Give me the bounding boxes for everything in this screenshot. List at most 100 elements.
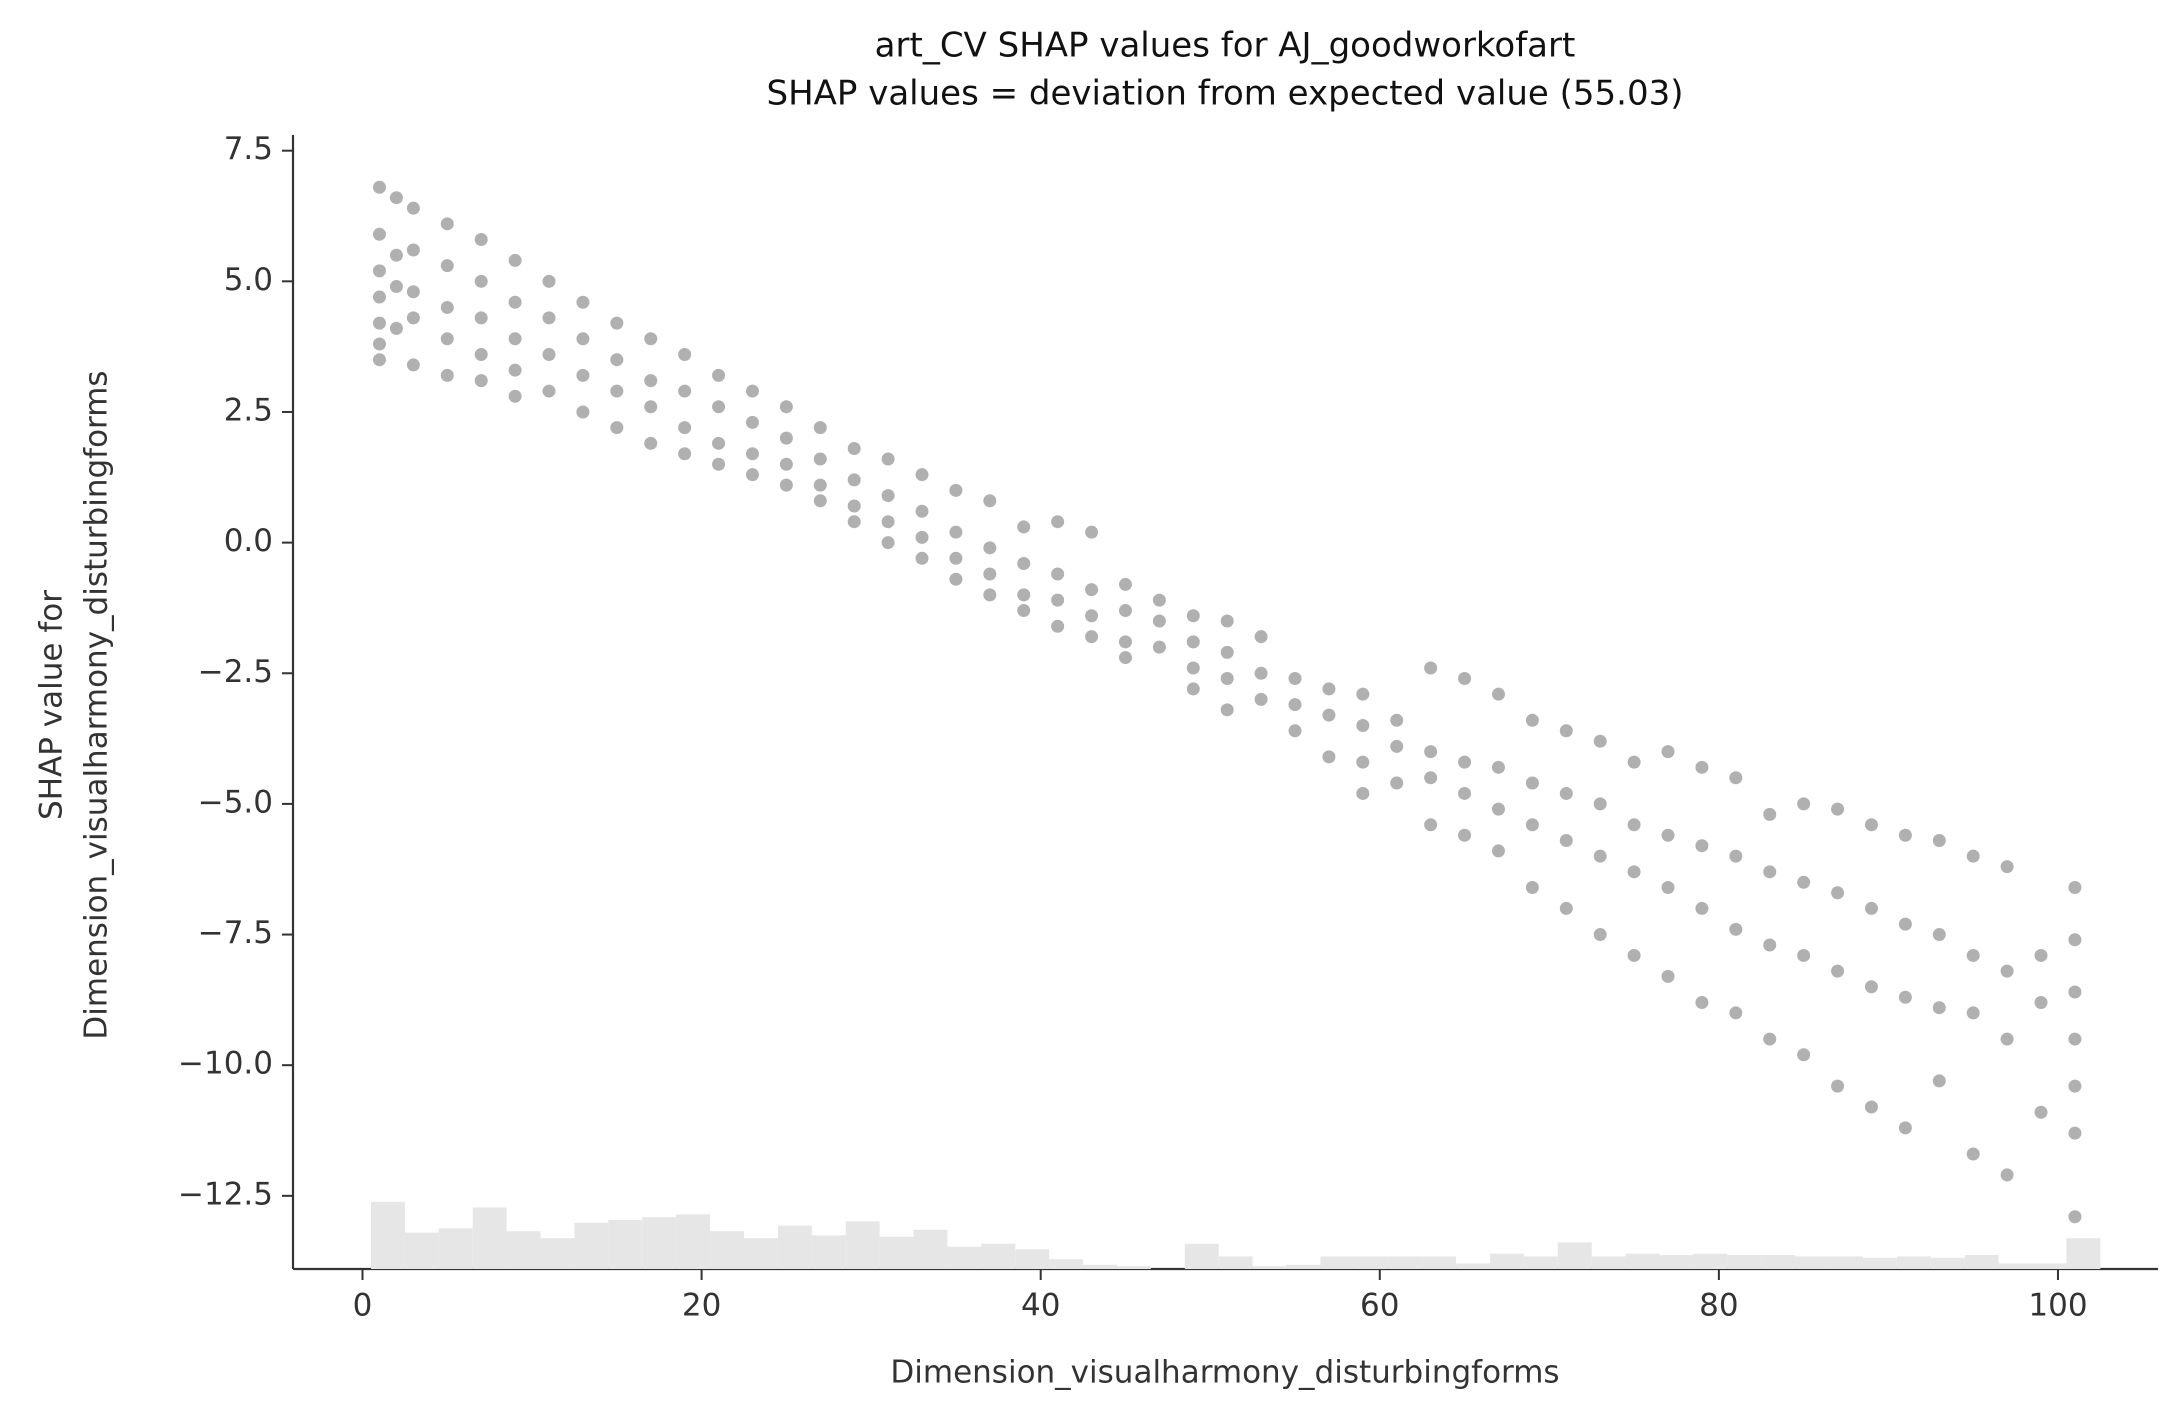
data-point [2068, 881, 2082, 895]
data-point [1661, 828, 1675, 842]
histogram-bar [1354, 1256, 1389, 1269]
data-point [712, 368, 726, 382]
data-point [1661, 745, 1675, 759]
data-point [474, 374, 488, 388]
data-point [1356, 687, 1370, 701]
data-point [576, 405, 590, 419]
data-point [983, 588, 997, 602]
histogram-bar [1829, 1256, 1863, 1269]
histogram-bar [1049, 1259, 1084, 1269]
data-point [1220, 703, 1234, 717]
y-axis-label-line: SHAP value for [34, 590, 70, 820]
data-point [813, 421, 827, 435]
histogram-bar [1286, 1264, 1321, 1269]
data-point [389, 321, 403, 335]
histogram-bar [1659, 1255, 1694, 1269]
data-point [372, 227, 386, 241]
data-point [644, 436, 658, 450]
histogram-bar [676, 1214, 711, 1269]
histogram-bar [1184, 1243, 1219, 1269]
data-point [1390, 776, 1404, 790]
data-point [406, 201, 420, 215]
histogram-bar [540, 1238, 575, 1269]
data-point [1424, 745, 1438, 759]
data-point [1729, 1006, 1743, 1020]
histogram-bar [1456, 1263, 1490, 1269]
data-point [915, 504, 929, 518]
data-point [745, 384, 759, 398]
data-point [1627, 948, 1641, 962]
histogram-bar [1422, 1256, 1457, 1269]
data-point [1593, 797, 1607, 811]
data-point [1458, 755, 1472, 769]
data-point [576, 295, 590, 309]
data-point [1729, 771, 1743, 785]
data-point [779, 457, 793, 471]
data-point [813, 494, 827, 508]
histogram-bar [1727, 1255, 1762, 1269]
data-point [389, 280, 403, 294]
data-point [1085, 630, 1099, 644]
x-tick-label: 100 [2028, 1288, 2087, 1324]
data-point [2068, 1126, 2082, 1140]
y-tick-label: 7.5 [224, 131, 273, 167]
data-point [644, 332, 658, 346]
data-point [406, 285, 420, 299]
data-point [1491, 760, 1505, 774]
histogram-bar [1388, 1256, 1423, 1269]
data-point [1288, 698, 1302, 712]
data-point [1322, 750, 1336, 764]
histogram-bar [879, 1236, 914, 1269]
data-point [1559, 786, 1573, 800]
data-point [881, 536, 895, 550]
data-point [1864, 818, 1878, 832]
histogram-bar [1964, 1255, 1999, 1269]
histogram-bar [2032, 1263, 2067, 1269]
data-point [1424, 818, 1438, 832]
data-point [508, 363, 522, 377]
data-point [1797, 948, 1811, 962]
data-point [2034, 1105, 2048, 1119]
data-point [1525, 776, 1539, 790]
data-point [2068, 1079, 2082, 1093]
data-point [372, 264, 386, 278]
histogram-bar [1998, 1263, 2033, 1269]
chart-title: art_CV SHAP values for AJ_goodworkofart [875, 26, 1576, 66]
data-point [644, 400, 658, 414]
histogram-bar [1523, 1256, 1558, 1269]
data-point [1152, 614, 1166, 628]
data-point [2000, 1168, 2014, 1182]
data-point [712, 457, 726, 471]
data-point [1356, 755, 1370, 769]
x-tick-label: 20 [682, 1288, 721, 1324]
data-point [847, 473, 861, 487]
x-tick-label: 60 [1360, 1288, 1399, 1324]
data-point [1797, 797, 1811, 811]
data-point [779, 478, 793, 492]
data-point [915, 468, 929, 482]
data-point [1118, 577, 1132, 591]
data-point [1051, 619, 1065, 633]
data-point [2068, 1210, 2082, 1224]
data-point [542, 274, 556, 288]
data-point [1525, 818, 1539, 832]
data-point [1186, 661, 1200, 675]
data-point [1661, 969, 1675, 983]
histogram-bar [1795, 1256, 1830, 1269]
data-point [915, 530, 929, 544]
data-point [474, 347, 488, 361]
data-point [1695, 839, 1709, 853]
histogram-bar [472, 1207, 507, 1269]
histogram-bar [845, 1221, 880, 1269]
data-point [1559, 724, 1573, 738]
data-point [610, 421, 624, 435]
data-point [2068, 985, 2082, 999]
data-point [1051, 567, 1065, 581]
data-point [508, 389, 522, 403]
data-point [474, 233, 488, 247]
data-point [983, 567, 997, 581]
data-point [1932, 1001, 1946, 1015]
data-point [779, 400, 793, 414]
data-point [474, 274, 488, 288]
